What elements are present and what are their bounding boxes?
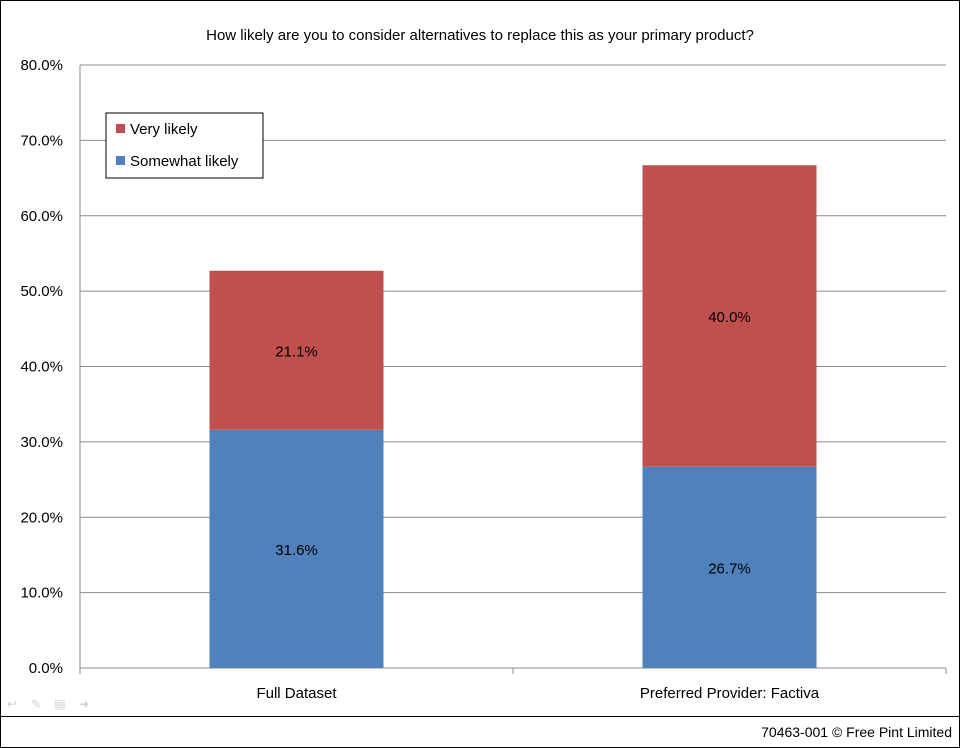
y-tick-label: 20.0% — [20, 509, 63, 526]
stacked-bar-chart: How likely are you to consider alternati… — [20, 27, 947, 702]
y-tick-label: 60.0% — [20, 208, 63, 225]
y-tick-label: 70.0% — [20, 132, 63, 149]
y-axis-ticks: 0.0% 10.0% 20.0% 30.0% 40.0% 50.0% 60.0% 70.0% 8… — [20, 57, 63, 677]
pen-icon[interactable]: ✎ — [30, 697, 42, 711]
bar-segment — [209, 270, 384, 430]
footer-copyright: 70463-001 © Free Pint Limited — [761, 724, 952, 740]
data-label: 40.0% — [708, 309, 751, 326]
footer-divider — [0, 716, 960, 717]
data-label: 31.6% — [275, 542, 318, 559]
y-tick-label: 0.0% — [29, 660, 63, 677]
menu-icon[interactable]: ▤ — [54, 697, 66, 711]
y-tick-label: 10.0% — [20, 585, 63, 602]
legend-label: Very likely — [130, 121, 198, 138]
bar-segment — [642, 466, 817, 668]
y-tick-label: 30.0% — [20, 434, 63, 451]
bars: 31.6% 21.1% 26.7% 40.0% — [209, 165, 817, 668]
legend-box — [105, 112, 264, 179]
slide-toolbar: ↩ ✎ ▤ ➜ — [4, 697, 92, 711]
bar-segment — [642, 165, 817, 467]
legend-label: Somewhat likely — [130, 153, 239, 170]
data-label: 26.7% — [708, 560, 751, 577]
y-tick-label: 50.0% — [20, 283, 63, 300]
back-arrow-icon[interactable]: ↩ — [6, 697, 18, 711]
bar-segment — [209, 429, 384, 668]
y-tick-label: 40.0% — [20, 359, 63, 376]
legend: Very likely Somewhat likely — [105, 112, 264, 179]
x-axis-labels: Full Dataset Preferred Provider: Factiva — [256, 685, 819, 702]
data-label: 21.1% — [275, 343, 318, 360]
x-category-label: Preferred Provider: Factiva — [640, 685, 820, 702]
x-category-label: Full Dataset — [256, 685, 337, 702]
y-tick-label: 80.0% — [20, 57, 63, 74]
chart-title: How likely are you to consider alternati… — [206, 27, 754, 44]
legend-swatch — [116, 124, 125, 133]
legend-swatch — [116, 156, 125, 165]
forward-arrow-icon[interactable]: ➜ — [78, 697, 90, 711]
